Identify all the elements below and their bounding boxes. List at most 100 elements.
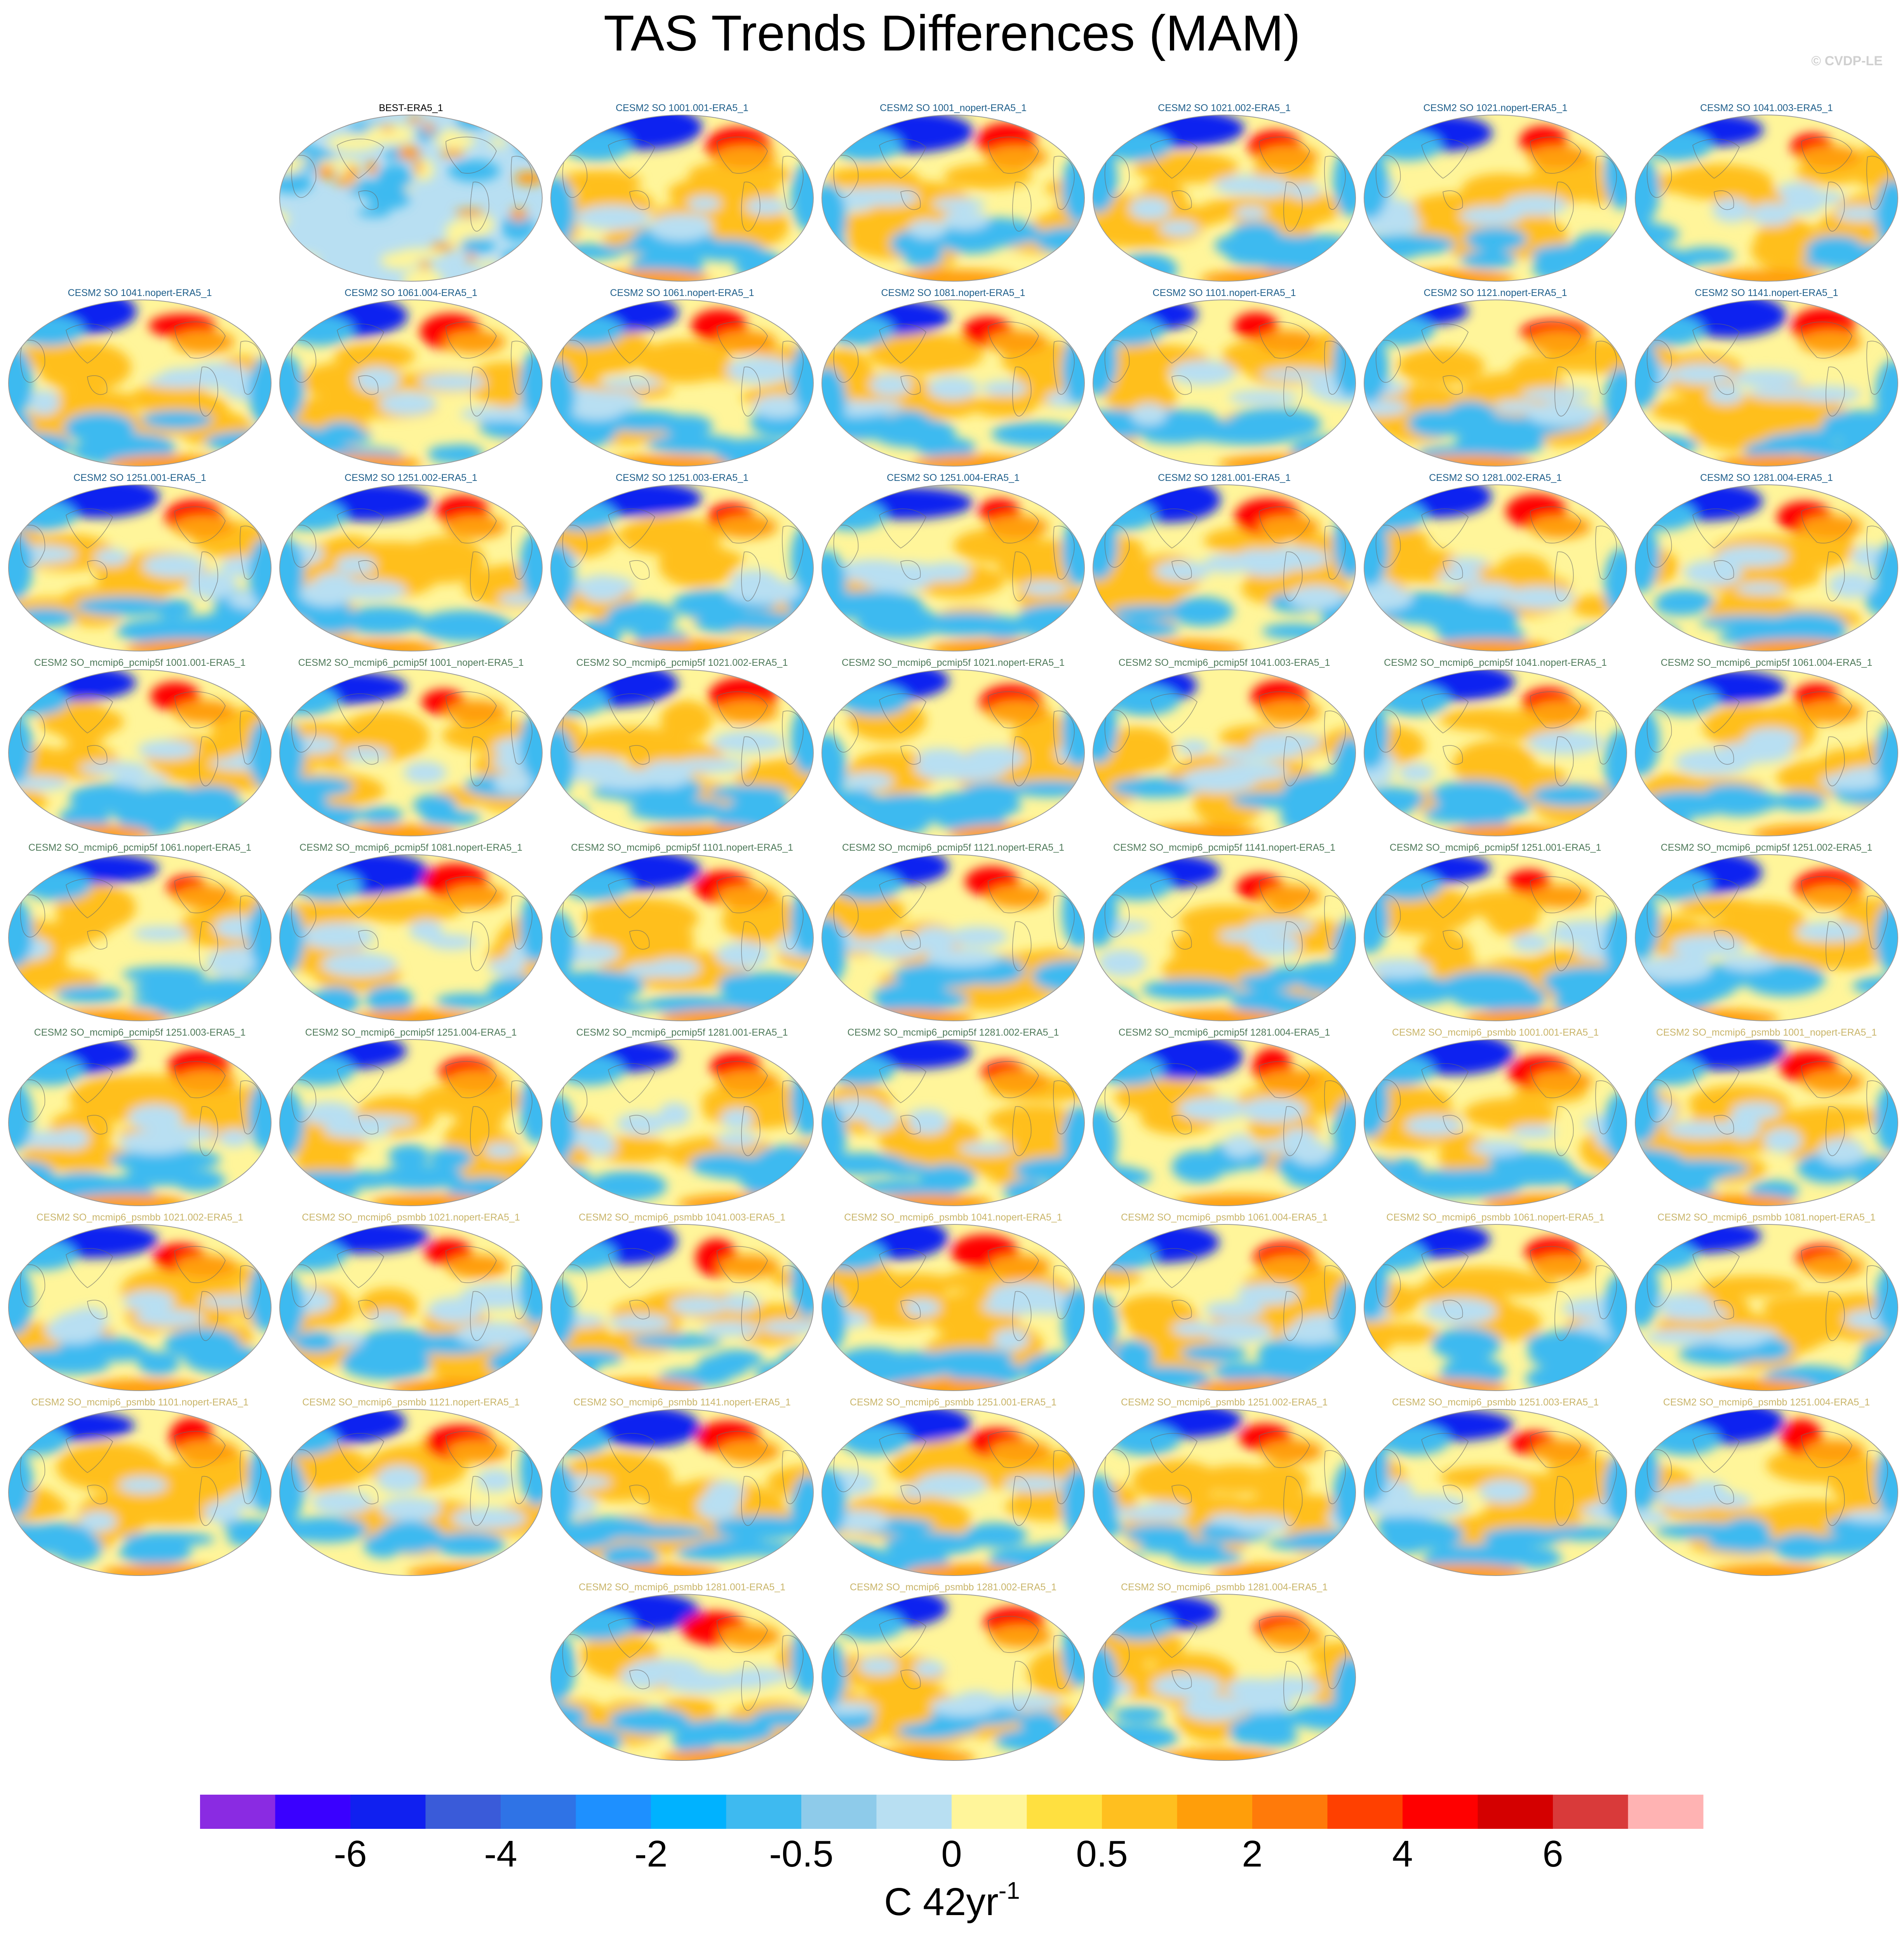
map-panel: CESM2 SO 1121.nopert-ERA5_1 (1359, 287, 1631, 469)
trend-map (279, 115, 543, 282)
warming-patch (1702, 1276, 1801, 1297)
cooling-patch (1438, 569, 1483, 585)
cooling-patch (520, 530, 542, 601)
cooling-patch (1113, 1340, 1155, 1371)
colorbar-swatch (1027, 1795, 1102, 1829)
panel-title: CESM2 SO_mcmip6_psmbb 1041.nopert-ERA5_1 (844, 1212, 1062, 1223)
cooling-patch (1287, 235, 1351, 249)
cooling-patch (1229, 390, 1298, 405)
cooling-patch (1574, 1321, 1616, 1333)
warming-patch (37, 342, 132, 392)
cooling-patch (620, 1664, 667, 1689)
cooling-patch (321, 952, 398, 977)
cooling-patch (591, 785, 667, 799)
cooling-patch (822, 1101, 846, 1171)
cooling-patch (1131, 403, 1167, 426)
coastline (1646, 506, 1888, 601)
cooling-patch (908, 220, 946, 239)
cooling-patch (1796, 191, 1846, 205)
cooling-patch (899, 1485, 933, 1498)
cooling-patch (942, 210, 989, 230)
cooling-patch (791, 161, 813, 231)
panel-title: CESM2 SO_mcmip6_psmbb 1021.002-ERA5_1 (36, 1212, 244, 1223)
cooling-patch (716, 1132, 759, 1147)
warming-patch (660, 700, 713, 740)
cooling-patch (1679, 1342, 1763, 1365)
trend-map (1093, 1224, 1356, 1391)
cooling-patch (1604, 1272, 1627, 1342)
panel-title: CESM2 SO_mcmip6_pcmip5f 1251.004-ERA5_1 (305, 1027, 517, 1038)
coastline (1375, 321, 1617, 416)
trend-map (1635, 854, 1898, 1021)
panel-title: CESM2 SO_mcmip6_psmbb 1281.004-ERA5_1 (1121, 1582, 1328, 1593)
cooling-patch (824, 1054, 895, 1085)
warming-patch (557, 170, 642, 193)
anomaly-patch (467, 252, 476, 263)
cooling-patch (141, 410, 213, 429)
map-panel: CESM2 SO_mcmip6_pcmip5f 1001_nopert-ERA5… (275, 656, 547, 839)
cooling-patch (1796, 921, 1864, 942)
cooling-patch (1875, 179, 1898, 249)
warming-patch (1260, 1625, 1323, 1648)
anomaly-patch (414, 159, 423, 175)
cooling-patch (927, 376, 978, 400)
cooling-patch (676, 1544, 742, 1561)
panel-title: CESM2 SO_mcmip6_pcmip5f 1251.001-ERA5_1 (1389, 842, 1601, 853)
warming-patch (1800, 700, 1863, 723)
cooling-patch (451, 1508, 526, 1529)
coastline (1104, 136, 1346, 232)
anomaly-patch (448, 160, 500, 182)
warming-patch (1246, 1463, 1309, 1499)
cooling-patch (753, 395, 804, 418)
map-panel: CESM2 SO_mcmip6_psmbb 1281.002-ERA5_1 (817, 1581, 1089, 1764)
map-outline (550, 115, 814, 282)
map-outline (1364, 1039, 1627, 1206)
map-outline (1093, 1409, 1356, 1576)
coastline (20, 691, 261, 786)
warming-patch (1134, 152, 1239, 183)
cooling-patch (1062, 1106, 1084, 1176)
map-panel: CESM2 SO_mcmip6_pcmip5f 1101.nopert-ERA5… (546, 841, 818, 1024)
colorbar: -6 -4 -2 -0.5 0 0.5 2 4 6 C 42yr-1 (200, 1795, 1704, 1924)
map-panel: BEST-ERA5_1 (275, 102, 547, 284)
anomaly-patch (423, 123, 435, 134)
coastline (1104, 506, 1346, 601)
cooling-patch (1604, 910, 1627, 980)
cooling-patch (1660, 954, 1709, 968)
cooling-patch (476, 1469, 514, 1492)
cooling-patch (493, 771, 533, 794)
cooling-patch (9, 439, 31, 460)
warming-patch (1678, 897, 1762, 918)
warming-patch (456, 1088, 505, 1139)
cooling-patch (1735, 583, 1785, 595)
cooling-patch (903, 1299, 941, 1316)
trend-map (1635, 669, 1898, 836)
cooling-patch (1154, 561, 1211, 581)
cooling-patch (791, 704, 813, 775)
cooling-patch (1182, 1695, 1246, 1721)
cooling-patch (1260, 368, 1337, 381)
map-panel: CESM2 SO 1081.nopert-ERA5_1 (817, 287, 1089, 469)
panel-title: CESM2 SO 1001.001-ERA5_1 (616, 103, 748, 113)
cooling-patch (1462, 582, 1518, 604)
cooling-patch (323, 1171, 398, 1189)
cooling-patch (791, 1475, 813, 1545)
cooling-patch (359, 806, 404, 824)
map-panel: CESM2 SO 1251.003-ERA5_1 (546, 472, 818, 654)
trend-map (8, 854, 272, 1021)
map-panel: CESM2 SO_mcmip6_pcmip5f 1061.nopert-ERA5… (4, 841, 276, 1024)
cooling-patch (701, 1155, 769, 1170)
panel-title: CESM2 SO_mcmip6_psmbb 1121.nopert-ERA5_1 (302, 1397, 520, 1408)
cooling-patch (576, 205, 650, 230)
cooling-patch (1572, 233, 1622, 261)
cooling-patch (918, 748, 963, 763)
anomaly-patch (367, 186, 410, 209)
colorbar-swatch (1403, 1795, 1478, 1829)
map-outline (1364, 1224, 1627, 1391)
map-panel: CESM2 SO_mcmip6_pcmip5f 1281.001-ERA5_1 (546, 1026, 818, 1209)
warming-patch (1100, 727, 1174, 773)
cooling-patch (706, 1480, 745, 1505)
cooling-patch (1364, 578, 1401, 605)
trend-map (550, 669, 814, 836)
cooling-patch (1181, 1344, 1248, 1362)
